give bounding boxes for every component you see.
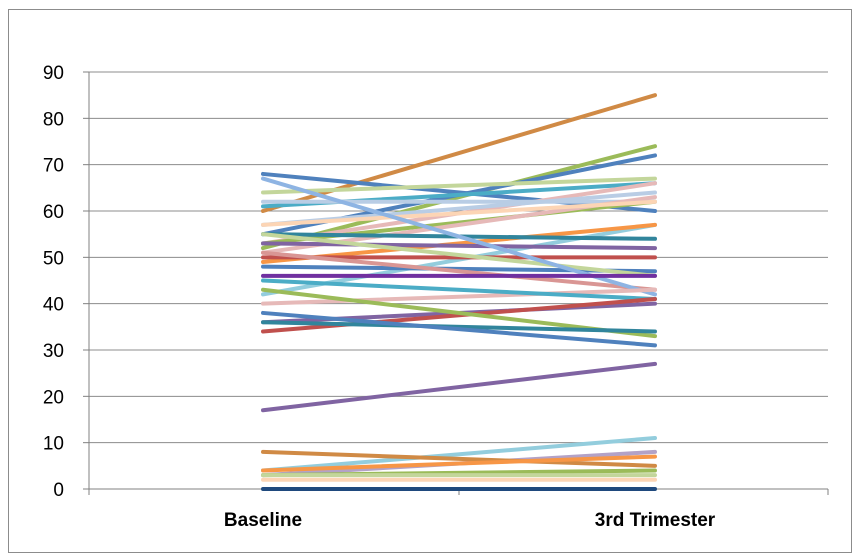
gridlines (89, 71, 828, 490)
y-tick-label: 10 (43, 434, 64, 455)
series-line (261, 287, 657, 306)
series-lines (261, 93, 657, 491)
y-tick-label: 70 (43, 156, 64, 177)
x-category-label: 3rd Trimester (595, 510, 716, 531)
x-axis: Baseline 3rd Trimester (88, 489, 829, 531)
y-tick-label: 50 (43, 248, 64, 269)
y-tick-label: 60 (43, 202, 64, 223)
x-category-label: Baseline (224, 510, 302, 531)
series-line (261, 278, 657, 302)
series-line (261, 144, 657, 251)
series-line (261, 310, 657, 348)
series-line (261, 320, 657, 334)
series-line (261, 454, 657, 473)
series-line (261, 241, 657, 251)
series-line (261, 297, 657, 334)
series-line (261, 436, 657, 473)
series-line (261, 199, 657, 227)
chart-frame (8, 9, 852, 553)
series-line (261, 176, 657, 195)
y-tick-label: 20 (43, 387, 64, 408)
y-tick-label: 90 (43, 63, 64, 84)
series-line (261, 250, 657, 292)
series-line (261, 361, 657, 413)
y-axis: 0 10 20 30 40 50 60 70 80 90 (43, 63, 90, 501)
y-tick-label: 40 (43, 295, 64, 316)
y-tick-label: 30 (43, 341, 64, 362)
series-line (261, 449, 657, 468)
y-tick-label: 80 (43, 109, 64, 130)
y-tick-label: 0 (53, 480, 64, 501)
series-line (261, 232, 657, 278)
